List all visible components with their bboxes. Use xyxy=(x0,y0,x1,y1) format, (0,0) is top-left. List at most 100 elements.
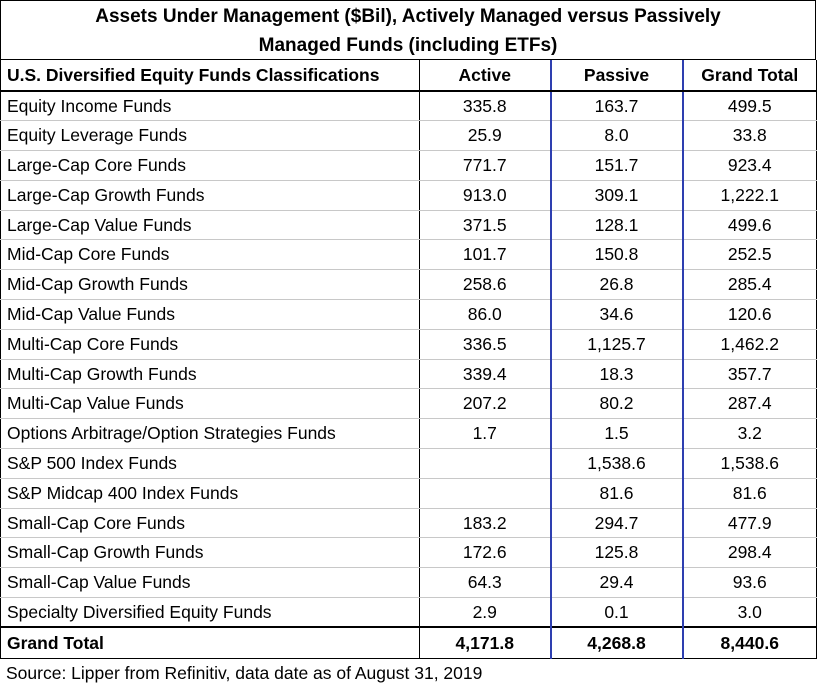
active-value: 64.3 xyxy=(419,567,552,599)
active-value: 913.0 xyxy=(419,180,552,211)
active-value: 4,171.8 xyxy=(419,626,552,659)
passive-value: 151.7 xyxy=(550,150,684,181)
row-name: Large-Cap Core Funds xyxy=(0,150,420,181)
table-row: Small-Cap Core Funds 183.2 294.7 477.9 xyxy=(0,508,817,539)
grand-total-row: Grand Total 4,171.8 4,268.8 8,440.6 xyxy=(0,626,817,659)
total-value: 81.6 xyxy=(682,478,817,509)
passive-value: 80.2 xyxy=(550,388,684,420)
total-value: 120.6 xyxy=(682,299,817,330)
total-value: 499.6 xyxy=(682,210,817,241)
active-value: 172.6 xyxy=(419,537,552,569)
passive-value: 150.8 xyxy=(550,239,684,271)
passive-value: 81.6 xyxy=(550,478,684,509)
row-name: Large-Cap Value Funds xyxy=(0,210,420,241)
passive-value: 1,538.6 xyxy=(550,448,684,479)
table-row: Mid-Cap Growth Funds 258.6 26.8 285.4 xyxy=(0,269,817,301)
active-value: 258.6 xyxy=(419,269,552,301)
total-value: 287.4 xyxy=(682,388,817,420)
source-note: Source: Lipper from Refinitiv, data date… xyxy=(6,663,483,683)
total-value: 93.6 xyxy=(682,567,817,599)
total-value: 1,222.1 xyxy=(682,180,817,211)
passive-value: 34.6 xyxy=(550,299,684,330)
row-name: S&P Midcap 400 Index Funds xyxy=(0,478,420,509)
passive-value: 1,125.7 xyxy=(550,329,684,360)
passive-value: 294.7 xyxy=(550,508,684,539)
row-name: Mid-Cap Core Funds xyxy=(0,239,420,271)
table-row: Mid-Cap Value Funds 86.0 34.6 120.6 xyxy=(0,299,817,330)
active-value: 207.2 xyxy=(419,388,552,420)
aum-table: U.S. Diversified Equity Funds Classifica… xyxy=(0,60,817,659)
table-row: Small-Cap Growth Funds 172.6 125.8 298.4 xyxy=(0,537,817,569)
passive-value: 0.1 xyxy=(550,597,684,628)
passive-value: 128.1 xyxy=(550,210,684,241)
header-grand-total: Grand Total xyxy=(682,60,817,92)
passive-value: 8.0 xyxy=(550,120,684,152)
active-value: 1.7 xyxy=(419,418,552,450)
active-value: 339.4 xyxy=(419,359,552,390)
total-value: 1,462.2 xyxy=(682,329,817,360)
active-value: 335.8 xyxy=(419,91,552,122)
table-row: Equity Leverage Funds 25.9 8.0 33.8 xyxy=(0,120,817,152)
title-line-1: Assets Under Management ($Bil), Actively… xyxy=(95,6,721,27)
passive-value: 18.3 xyxy=(550,359,684,390)
header-classification: U.S. Diversified Equity Funds Classifica… xyxy=(0,60,420,92)
row-name: Multi-Cap Core Funds xyxy=(0,329,420,360)
total-value: 3.0 xyxy=(682,597,817,628)
passive-value: 163.7 xyxy=(550,91,684,122)
row-name: Options Arbitrage/Option Strategies Fund… xyxy=(0,418,420,450)
title-line-2: Managed Funds (including ETFs) xyxy=(258,35,558,56)
total-value: 923.4 xyxy=(682,150,817,181)
table-row: Large-Cap Growth Funds 913.0 309.1 1,222.1 xyxy=(0,180,817,211)
table-row: Small-Cap Value Funds 64.3 29.4 93.6 xyxy=(0,567,817,599)
total-value: 298.4 xyxy=(682,537,817,569)
table-row: Multi-Cap Growth Funds 339.4 18.3 357.7 xyxy=(0,359,817,390)
table-title: Assets Under Management ($Bil), Actively… xyxy=(0,0,816,60)
table-row: Mid-Cap Core Funds 101.7 150.8 252.5 xyxy=(0,239,817,271)
active-value: 101.7 xyxy=(419,239,552,271)
active-value: 86.0 xyxy=(419,299,552,330)
total-value: 33.8 xyxy=(682,120,817,152)
header-active: Active xyxy=(419,60,552,92)
total-value: 1,538.6 xyxy=(682,448,817,479)
active-value: 336.5 xyxy=(419,329,552,360)
row-name: Mid-Cap Value Funds xyxy=(0,299,420,330)
header-row: U.S. Diversified Equity Funds Classifica… xyxy=(0,60,817,92)
table-row: Specialty Diversified Equity Funds 2.9 0.1… xyxy=(0,597,817,628)
active-value: 25.9 xyxy=(419,120,552,152)
table-row: Equity Income Funds 335.8 163.7 499.5 xyxy=(0,91,817,122)
table-row: Options Arbitrage/Option Strategies Fund… xyxy=(0,418,817,450)
active-value: 183.2 xyxy=(419,508,552,539)
row-name: S&P 500 Index Funds xyxy=(0,448,420,479)
total-value: 285.4 xyxy=(682,269,817,301)
row-name: Specialty Diversified Equity Funds xyxy=(0,597,420,628)
passive-value: 4,268.8 xyxy=(550,626,684,659)
row-name: Small-Cap Growth Funds xyxy=(0,537,420,569)
total-value: 3.2 xyxy=(682,418,817,450)
table-row: S&P 500 Index Funds 1,538.6 1,538.6 xyxy=(0,448,817,479)
table-body: Equity Income Funds 335.8 163.7 499.5 Equity… xyxy=(0,91,817,659)
header-passive: Passive xyxy=(550,60,684,92)
table-row: S&P Midcap 400 Index Funds 81.6 81.6 xyxy=(0,478,817,509)
passive-value: 125.8 xyxy=(550,537,684,569)
table-row: Multi-Cap Value Funds 207.2 80.2 287.4 xyxy=(0,388,817,420)
row-name: Small-Cap Value Funds xyxy=(0,567,420,599)
row-name: Mid-Cap Growth Funds xyxy=(0,269,420,301)
total-value: 499.5 xyxy=(682,91,817,122)
table-row: Large-Cap Value Funds 371.5 128.1 499.6 xyxy=(0,210,817,241)
row-name: Multi-Cap Growth Funds xyxy=(0,359,420,390)
row-name: Equity Leverage Funds xyxy=(0,120,420,152)
total-value: 252.5 xyxy=(682,239,817,271)
passive-value: 26.8 xyxy=(550,269,684,301)
active-value xyxy=(419,478,552,509)
active-value: 771.7 xyxy=(419,150,552,181)
active-value: 2.9 xyxy=(419,597,552,628)
active-value xyxy=(419,448,552,479)
passive-value: 1.5 xyxy=(550,418,684,450)
table-row: Large-Cap Core Funds 771.7 151.7 923.4 xyxy=(0,150,817,181)
table-row: Multi-Cap Core Funds 336.5 1,125.7 1,462.2 xyxy=(0,329,817,360)
row-name: Small-Cap Core Funds xyxy=(0,508,420,539)
total-value: 8,440.6 xyxy=(682,626,817,659)
passive-value: 29.4 xyxy=(550,567,684,599)
row-name: Large-Cap Growth Funds xyxy=(0,180,420,211)
